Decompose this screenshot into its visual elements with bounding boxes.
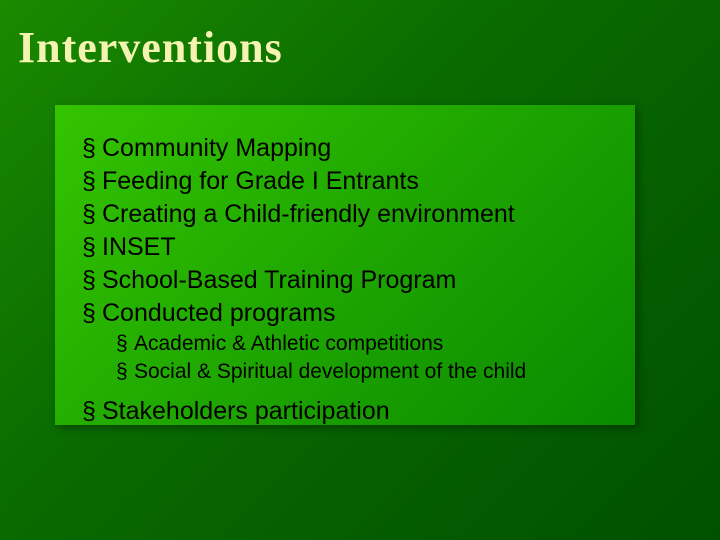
slide-title: Interventions	[18, 22, 283, 73]
list-item-label: Academic & Athletic competitions	[134, 330, 642, 358]
list-item: §Conducted programs	[82, 297, 642, 330]
list-item: §Stakeholders participation	[82, 395, 642, 428]
list-item: §Feeding for Grade I Entrants	[82, 165, 642, 198]
list-item-label: Feeding for Grade I Entrants	[102, 165, 642, 198]
list-item-label: INSET	[102, 231, 642, 264]
list-item-label: Stakeholders participation	[102, 395, 642, 428]
list-item-label: Community Mapping	[102, 132, 642, 165]
bullet-icon: §	[116, 358, 134, 386]
slide: Interventions §Community Mapping§Feeding…	[0, 0, 720, 540]
list-item: §School-Based Training Program	[82, 264, 642, 297]
bullet-icon: §	[82, 264, 102, 297]
list-item-label: Social & Spiritual development of the ch…	[134, 358, 642, 386]
list-item: §INSET	[82, 231, 642, 264]
list-subitem: §Social & Spiritual development of the c…	[116, 358, 642, 386]
bullet-icon: §	[82, 231, 102, 264]
bullet-icon: §	[116, 330, 134, 358]
list-item: §Community Mapping	[82, 132, 642, 165]
bullet-list: §Community Mapping§Feeding for Grade I E…	[82, 132, 642, 428]
list-item-label: School-Based Training Program	[102, 264, 642, 297]
list-subitem: §Academic & Athletic competitions	[116, 330, 642, 358]
bullet-icon: §	[82, 165, 102, 198]
bullet-icon: §	[82, 198, 102, 231]
list-item-label: Creating a Child-friendly environment	[102, 198, 642, 231]
bullet-icon: §	[82, 395, 102, 428]
bullet-icon: §	[82, 297, 102, 330]
bullet-icon: §	[82, 132, 102, 165]
list-item: §Creating a Child-friendly environment	[82, 198, 642, 231]
list-item-label: Conducted programs	[102, 297, 642, 330]
